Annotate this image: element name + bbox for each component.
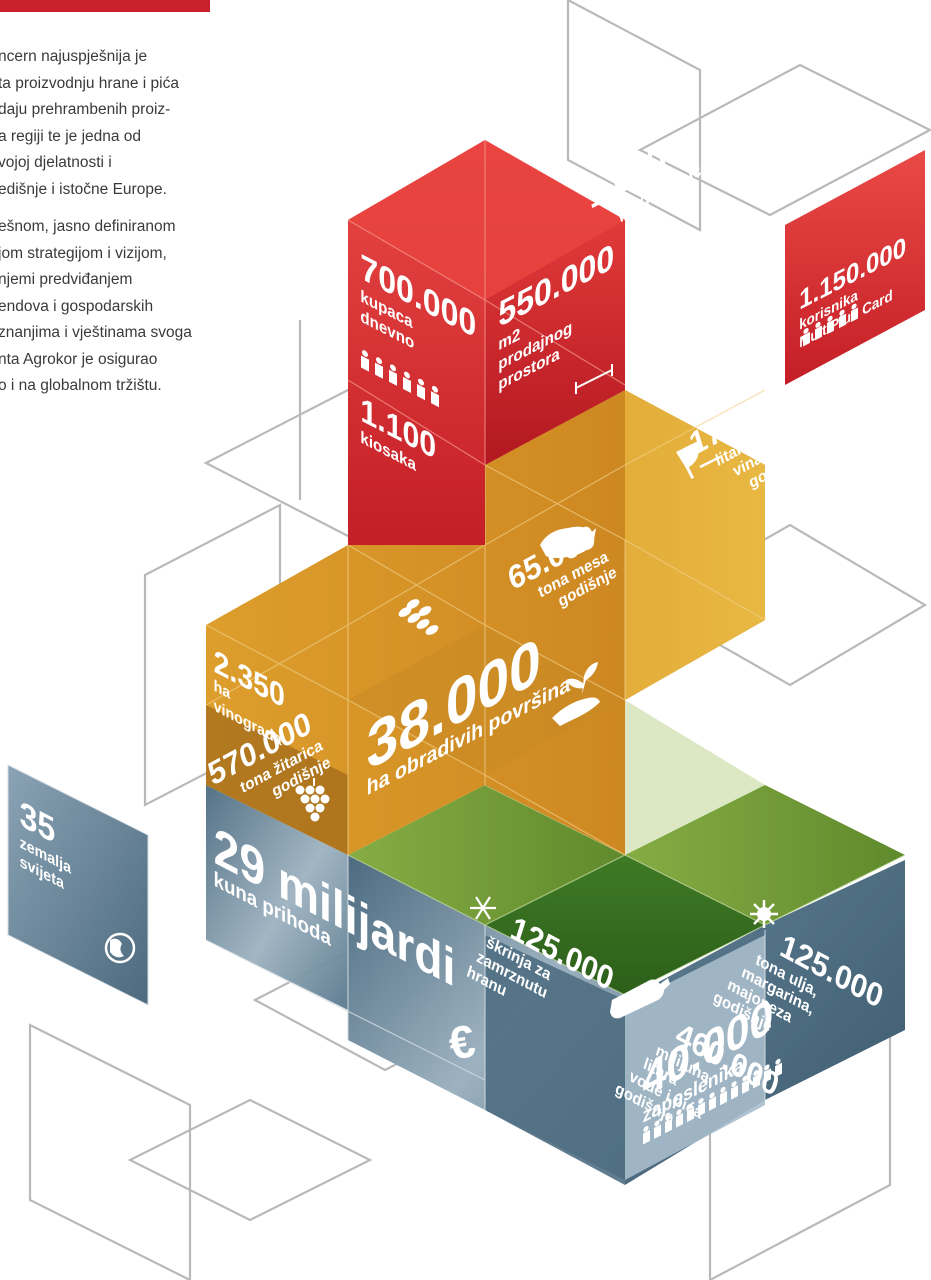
globe-icon bbox=[104, 932, 136, 964]
wheat-icon bbox=[398, 599, 439, 635]
agriculture-block bbox=[205, 389, 766, 856]
intro-line: endova i gospodarskih bbox=[0, 297, 154, 315]
intro-line: znanjima i vještinama svoga bbox=[0, 324, 192, 341]
multiplus-tile bbox=[785, 150, 925, 385]
intro-line: daju prehrambenih proiz- bbox=[0, 101, 171, 118]
intro-line: edišnje i istočne Europe. bbox=[0, 180, 167, 198]
people-icon bbox=[803, 303, 858, 347]
intro-line: jom strategijom i vizijom, bbox=[0, 244, 167, 262]
intro-line: ncern najuspješnija je bbox=[0, 48, 148, 65]
people-icon bbox=[643, 1058, 782, 1145]
sun-icon bbox=[750, 900, 778, 928]
revenue-block bbox=[205, 785, 905, 1185]
width-arrow-icon bbox=[575, 364, 613, 394]
intro-line: a regiji te je jedna od bbox=[0, 127, 142, 145]
bottle-icon bbox=[610, 978, 670, 1019]
green-block bbox=[347, 700, 906, 996]
intro-line: njemi predviđanjem bbox=[0, 271, 133, 288]
intro-line: nta Agrokor je osigurao bbox=[0, 350, 158, 368]
retail-block bbox=[347, 140, 626, 545]
intro-line: vojoj djelatnosti i bbox=[0, 154, 112, 171]
intro-line: o i na globalnom tržištu. bbox=[0, 377, 162, 394]
hand-plant-icon bbox=[552, 662, 600, 726]
intro-line: ešnom, jasno definiranom bbox=[0, 218, 176, 235]
grapes-icon bbox=[295, 778, 330, 822]
intro-paragraph-2: ešnom, jasno definiranom jom strategijom… bbox=[0, 214, 278, 400]
snowflake-icon bbox=[470, 896, 496, 920]
pig-icon bbox=[540, 526, 596, 558]
top-accent-bar bbox=[0, 0, 210, 12]
intro-line: ta proizvodnju hrane i pića bbox=[0, 74, 179, 92]
intro-text: ncern najuspješnija je ta proizvodnju hr… bbox=[0, 44, 278, 411]
intro-paragraph-1: ncern najuspješnija je ta proizvodnju hr… bbox=[0, 44, 278, 203]
people-icon bbox=[361, 350, 439, 408]
wine-glass-icon bbox=[676, 440, 721, 479]
